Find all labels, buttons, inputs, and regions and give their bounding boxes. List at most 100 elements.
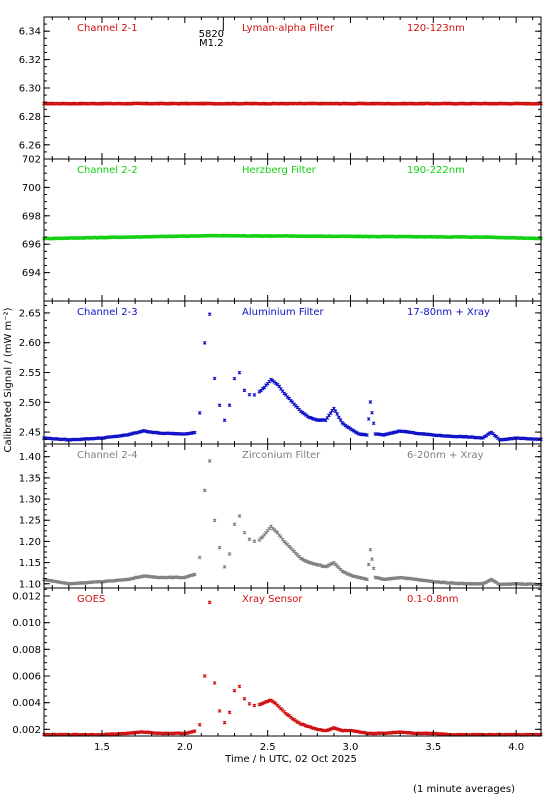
panel-filter-label: Zirconium Filter [242,450,321,461]
data-point [237,514,242,518]
data-point [370,410,374,415]
y-tick-label: 0.012 [12,592,41,603]
y-tick-label: 0.008 [12,645,41,656]
y-axis-label: Calibrated Signal / (mW m⁻²) [3,307,14,452]
panel-channel-label: GOES [77,594,105,605]
data-point [277,384,282,389]
y-tick-label: 6.34 [19,27,41,38]
panel-frame [43,158,542,302]
data-point [232,522,237,527]
data-point [328,411,333,416]
panel-band-label: 17-80nm + Xray [407,307,490,318]
data-point [227,710,232,715]
data-point [202,340,207,345]
data-point [252,539,257,544]
data-point [242,530,247,535]
data-point [197,555,202,560]
data-points-channel-2-3 [42,312,543,442]
y-tick-label: 6.30 [19,84,41,95]
panel-band-label: 190-222nm [407,165,465,176]
data-point [192,430,197,435]
flare-marker-id-label: 5820 [199,29,224,40]
data-point [217,403,222,408]
footnote-averaging: (1 minute averages) [413,784,515,795]
data-point [232,376,237,381]
data-point [217,709,222,713]
panel-channel-2-3: 2.45 2.50 2.55 2.60 2.65 Channel 2-3 Aluminium… [19,300,543,445]
data-point [371,421,376,426]
y-tick-label: 696 [22,240,41,251]
data-point [237,684,242,689]
panel-channel-label: Channel 2-2 [77,165,138,176]
data-point [366,417,371,421]
data-point [212,518,217,523]
data-point [222,418,227,423]
panel-band-label: 6-20nm + Xray [407,450,484,461]
x-axis-label: Time / h UTC, 02 Oct 2025 [224,754,357,765]
data-point [279,535,283,539]
flare-marker: 5820 M1.2 [199,17,224,49]
x-tick-label: 3.0 [343,742,359,753]
panel-filter-label: Aluminium Filter [242,307,325,318]
data-point [252,393,257,397]
y-tick-label: 2.60 [19,338,41,349]
panel-filter-label: Xray Sensor [242,594,303,605]
data-point [217,545,222,550]
data-point [202,488,207,493]
panels: 6.26 6.28 6.30 6.32 6.34 Channel 2-1 Lyman-alp… [12,16,543,737]
y-tick-label: 1.30 [19,495,41,506]
data-point [202,674,207,678]
data-point [207,459,212,463]
y-tick-label: 1.15 [19,558,41,569]
y-tick-label: 698 [22,211,41,222]
data-point [368,400,373,404]
data-point [332,406,336,411]
data-points-goes [42,600,543,737]
data-point [365,433,369,437]
data-point [227,403,232,408]
y-tick-label: 1.10 [19,579,41,590]
data-point [232,688,237,693]
data-points-channel-2-2 [42,233,543,241]
data-point [371,566,376,571]
panel-frame [43,16,542,160]
data-points-channel-2-1 [42,101,543,106]
y-tick-label: 1.20 [19,537,41,548]
panel-channel-2-4: 1.10 1.15 1.20 1.25 1.30 1.35 1.40 Channel 2-4 Z… [19,443,543,590]
y-tick-label: 694 [22,268,41,279]
data-point [242,696,247,701]
panel-channel-label: Channel 2-4 [77,450,138,461]
y-tick-label: 1.35 [19,473,41,484]
data-point [237,370,242,375]
flare-marker-class-label: M1.2 [199,38,224,49]
data-point [252,703,257,708]
data-point [368,547,373,552]
data-point [325,416,330,420]
y-tick-label: 6.28 [19,112,41,123]
data-point [333,409,338,414]
data-point [192,729,197,733]
data-point [247,392,252,397]
data-points-channel-2-4 [42,459,543,587]
y-tick-label: 700 [22,183,41,194]
data-point [197,411,202,415]
y-tick-label: 2.55 [19,368,41,379]
x-axis-tick-labels: 1.5 2.0 2.5 3.0 3.5 4.0 [94,742,524,753]
y-tick-label: 2.65 [19,308,41,319]
panel-goes: 0.002 0.004 0.006 0.008 0.010 0.012 GOES Xray S… [12,587,543,737]
data-point [227,552,232,556]
data-point [323,418,328,423]
data-point [222,564,227,569]
x-tick-label: 2.0 [177,742,193,753]
data-point [212,376,217,381]
y-tick-label: 702 [22,155,41,166]
y-tick-label: 1.40 [19,452,41,463]
panel-frame [43,587,542,737]
data-point [366,562,371,567]
y-tick-label: 2.50 [19,398,41,409]
data-point [275,530,280,535]
x-tick-label: 1.5 [94,742,110,753]
y-tick-label: 0.010 [12,618,41,629]
y-tick-label: 6.26 [19,140,41,151]
